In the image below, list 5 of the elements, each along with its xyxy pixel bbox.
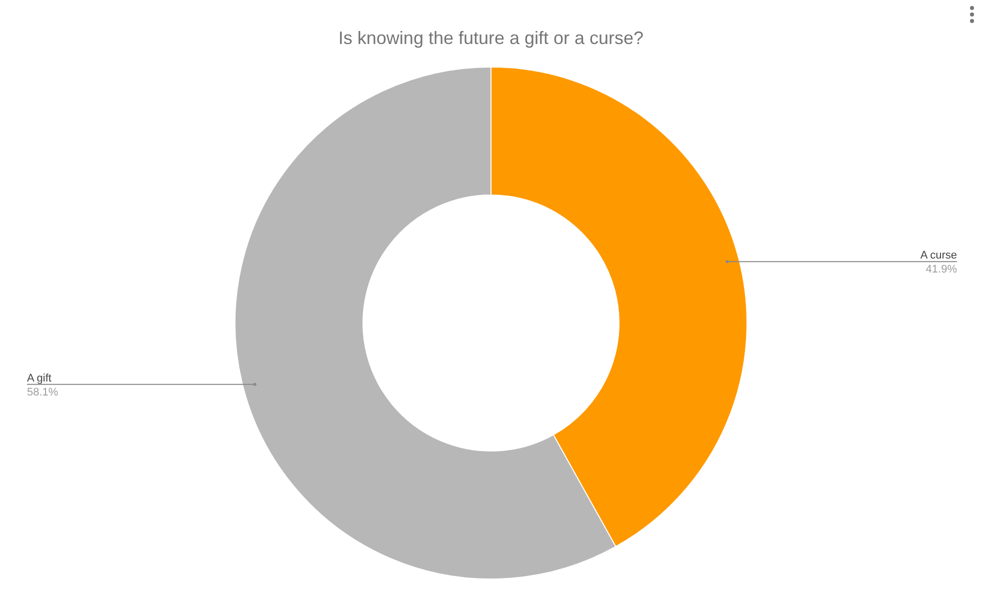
data-label: 41.9%	[926, 264, 958, 276]
slice-label: A gift	[27, 372, 52, 384]
data-label: 58.1%	[27, 386, 58, 398]
chart-title: Is knowing the future a gift or a curse?	[338, 28, 644, 48]
slice-label: A curse	[920, 250, 957, 262]
